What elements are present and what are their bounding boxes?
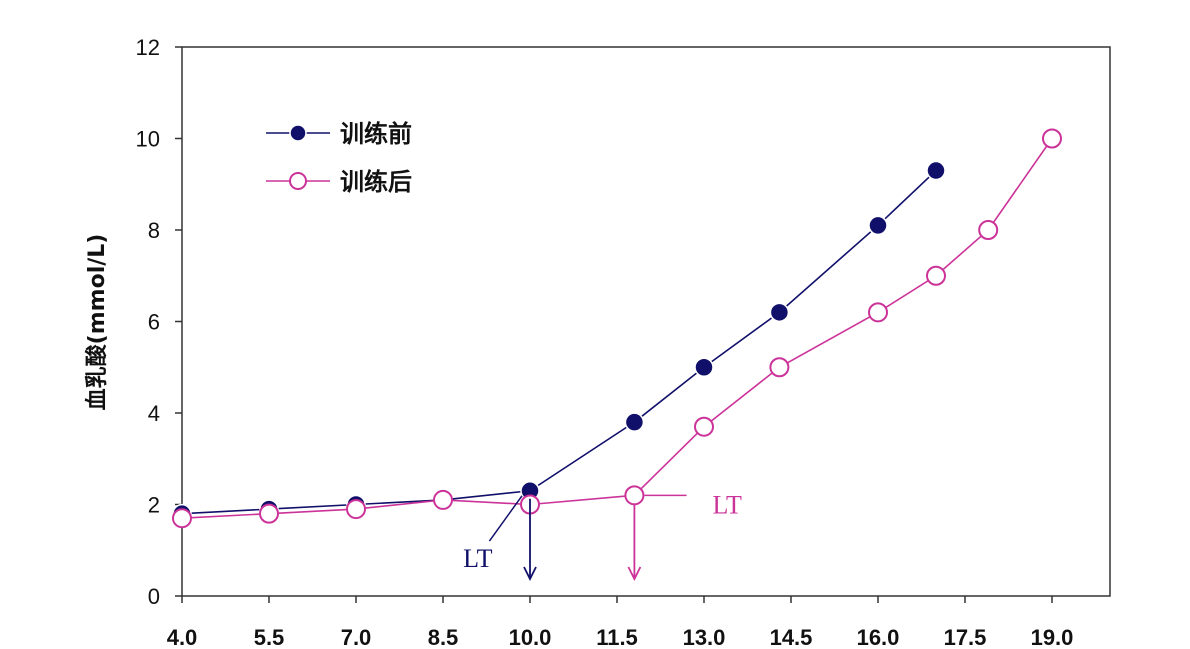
lt-arrow-head xyxy=(523,566,537,582)
data-point xyxy=(624,485,645,506)
data-point xyxy=(259,503,279,524)
data-point xyxy=(769,357,790,378)
data-point xyxy=(1042,128,1062,149)
data-point xyxy=(926,160,946,181)
y-tick-label: 12 xyxy=(136,35,160,60)
x-tick-label: 5.5 xyxy=(254,625,285,649)
data-point xyxy=(926,265,946,286)
x-axis-ticks: 4.0 5.5 7.0 8.5 10.0 11.5 13.0 14.5 16.0 17.5 19.0 xyxy=(167,596,1074,649)
y-tick-label: 0 xyxy=(148,584,160,609)
lt-label: LT xyxy=(713,491,742,520)
x-tick-label: 14.5 xyxy=(770,625,813,649)
y-tick-label: 6 xyxy=(148,310,160,335)
y-tick-label: 4 xyxy=(148,401,160,426)
x-tick-label: 17.5 xyxy=(944,625,987,649)
x-tick-label: 11.5 xyxy=(596,625,638,649)
x-tick-label: 13.0 xyxy=(683,625,726,649)
x-tick-label: 7.0 xyxy=(341,625,372,649)
legend-label: 训练后 xyxy=(340,168,412,196)
x-tick-label: 4.0 xyxy=(167,625,198,649)
legend-label: 训练前 xyxy=(340,120,412,148)
data-point xyxy=(172,508,192,529)
lt-label: LT xyxy=(463,544,492,573)
data-point xyxy=(978,220,999,240)
y-axis-ticks: 0 2 4 6 8 10 12 xyxy=(136,35,182,609)
data-point xyxy=(769,302,790,323)
x-tick-label: 8.5 xyxy=(428,625,459,649)
x-tick-label: 10.0 xyxy=(509,625,552,649)
series-layer xyxy=(172,128,1062,529)
x-tick-label: 16.0 xyxy=(857,625,900,649)
legend-marker xyxy=(289,124,307,142)
x-tick-label: 19.0 xyxy=(1031,625,1074,649)
data-point xyxy=(433,489,453,510)
plot-frame xyxy=(181,46,1111,597)
legend-marker xyxy=(289,172,307,190)
data-point xyxy=(868,215,888,236)
data-point xyxy=(694,416,714,437)
y-tick-label: 2 xyxy=(148,493,160,518)
data-point xyxy=(868,302,888,323)
y-tick-label: 8 xyxy=(148,218,160,243)
y-axis-label: 血乳酸(mmol/L) xyxy=(84,234,110,411)
data-point xyxy=(346,499,366,520)
lt-arrow-head xyxy=(627,566,642,582)
series-line-2 xyxy=(181,138,1053,520)
lt-pointer-line xyxy=(488,495,523,542)
data-point xyxy=(624,412,645,432)
series-line-1 xyxy=(181,169,937,515)
y-tick-label: 10 xyxy=(136,127,160,152)
data-point xyxy=(694,357,714,377)
annotation-layer: LT LT xyxy=(463,491,742,582)
